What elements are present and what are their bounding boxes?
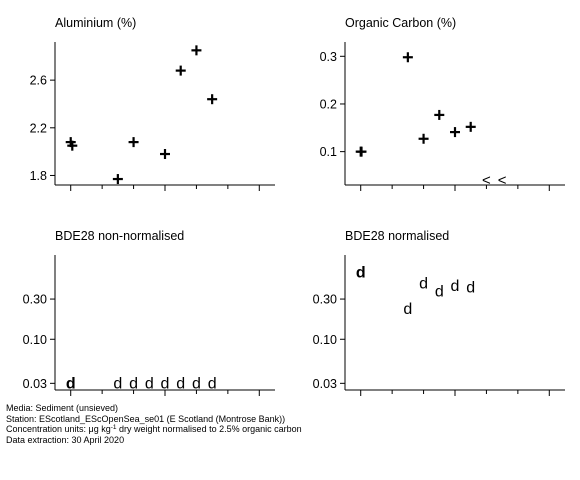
data-point-less-than: < bbox=[482, 172, 491, 189]
data-point-d: d bbox=[145, 375, 154, 392]
data-point-d: d bbox=[129, 375, 138, 392]
footer-extraction: Data extraction: 30 April 2020 bbox=[6, 434, 125, 445]
data-point-d: d bbox=[466, 280, 475, 297]
y-tick-label: 0.1 bbox=[320, 145, 337, 159]
data-point-d: d bbox=[419, 275, 428, 292]
data-point-d: d bbox=[403, 301, 412, 318]
data-point-d: d bbox=[161, 375, 170, 392]
panel-1: Aluminium (%) 1.8 2.2 2.6 bbox=[30, 16, 275, 191]
footer-units-suffix: dry weight normalised to 2.5% organic ca… bbox=[116, 424, 302, 435]
data-point-plus bbox=[128, 137, 139, 148]
data-point-plus bbox=[160, 149, 170, 160]
data-point-plus bbox=[434, 109, 445, 120]
panel-title: BDE28 normalised bbox=[345, 229, 449, 243]
data-point-plus bbox=[450, 127, 460, 138]
panel-2: Organic Carbon (%) 0.1 0.2 0.3 < < bbox=[320, 16, 565, 191]
data-point-d: d bbox=[208, 375, 217, 392]
y-tick-label: 0.10 bbox=[313, 333, 337, 347]
panel-3: BDE28 non-normalised0.030.100.3020062012… bbox=[23, 229, 275, 396]
y-tick-label: 0.30 bbox=[313, 293, 337, 307]
data-point-plus bbox=[207, 94, 218, 105]
y-tick-label: 0.03 bbox=[23, 377, 47, 391]
data-point-plus bbox=[67, 140, 78, 151]
data-point-plus bbox=[112, 174, 123, 185]
y-tick-label: 0.30 bbox=[23, 293, 47, 307]
data-point-d: d bbox=[113, 375, 122, 392]
panel-title: BDE28 non-normalised bbox=[55, 229, 184, 243]
footer-units-exponent: -1 bbox=[110, 424, 117, 432]
data-point-d: d bbox=[176, 375, 185, 392]
y-tick-label: 0.3 bbox=[320, 50, 337, 64]
panel-4: BDE28 normalised0.030.100.30200620122018… bbox=[313, 229, 565, 396]
y-tick-label: 0.2 bbox=[320, 97, 337, 111]
y-tick-label: 2.2 bbox=[30, 121, 47, 135]
footer-units: Concentration units: μg kg-1 dry weight … bbox=[6, 424, 302, 435]
y-tick-label: 1.8 bbox=[30, 169, 47, 183]
footer-media: Media: Sediment (unsieved) bbox=[6, 403, 119, 413]
data-point-plus bbox=[402, 52, 413, 63]
y-tick-label: 0.03 bbox=[313, 377, 337, 391]
figure: Aluminium (%) 1.8 2.2 2.6 Organic Carbon (%)… bbox=[23, 16, 565, 396]
data-point-plus bbox=[175, 65, 186, 76]
panel-title: Organic Carbon (%) bbox=[345, 16, 456, 30]
data-point-plus bbox=[465, 121, 476, 132]
panel-title: Aluminium (%) bbox=[55, 16, 136, 30]
data-point-d: d bbox=[435, 283, 444, 300]
data-point-d: d bbox=[356, 264, 366, 281]
footer-station: Station: EScotland_EScOpenSea_se01 (E Sc… bbox=[6, 413, 286, 424]
y-tick-label: 2.6 bbox=[30, 74, 47, 88]
data-point-plus bbox=[191, 45, 202, 56]
data-point-plus bbox=[418, 133, 429, 144]
data-point-d: d bbox=[451, 278, 460, 295]
data-point-d: d bbox=[192, 375, 201, 392]
footer-units-prefix: Concentration units: μg kg bbox=[6, 424, 111, 435]
data-point-less-than: < bbox=[498, 172, 507, 189]
y-tick-label: 0.10 bbox=[23, 333, 47, 347]
footer: Media: Sediment (unsieved) Station: ESco… bbox=[6, 403, 302, 445]
data-point-d: d bbox=[66, 375, 76, 392]
data-point-plus bbox=[356, 146, 367, 157]
